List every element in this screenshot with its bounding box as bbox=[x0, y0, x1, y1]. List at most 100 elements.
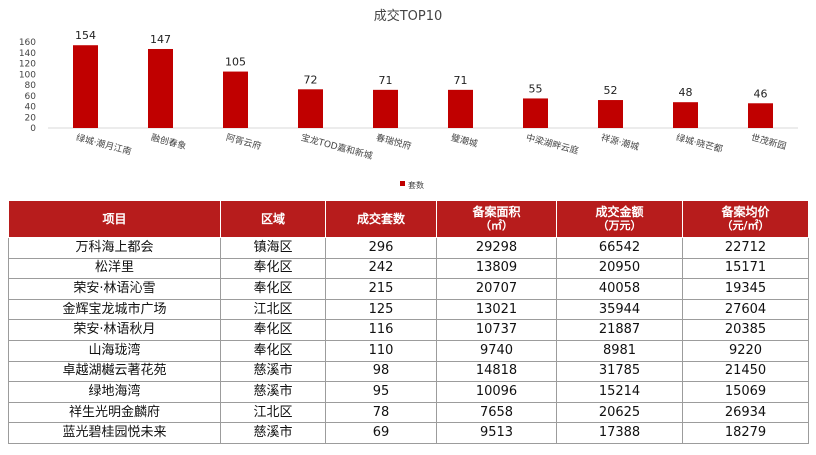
data-label: 55 bbox=[529, 82, 543, 95]
table-cell: 116 bbox=[325, 319, 437, 341]
table-cell: 奉化区 bbox=[220, 257, 326, 280]
table-cell: 金辉宝龙城市广场 bbox=[8, 298, 221, 321]
x-tick-label: 融创春象 bbox=[150, 131, 188, 152]
header-cell: 备案均价 （元/㎡） bbox=[682, 200, 809, 238]
header-label: 备案面积 bbox=[472, 205, 521, 219]
x-tick-label: 阿胥云府 bbox=[225, 131, 263, 152]
bar bbox=[298, 89, 323, 128]
table-cell: 69 bbox=[325, 422, 437, 444]
table-cell: 荣安·林语沁雪 bbox=[8, 278, 221, 300]
table-cell: 荣安·林语秋月 bbox=[8, 319, 221, 341]
table-row: 祥生光明金麟府 江北区 78 7658 20625 26934 bbox=[8, 401, 809, 424]
table-cell: 110 bbox=[325, 339, 437, 362]
table-cell: 29298 bbox=[436, 237, 557, 259]
table-cell: 镇海区 bbox=[220, 237, 326, 259]
header-cell: 项目 bbox=[8, 200, 221, 238]
data-table: 项目 区域 成交套数 备案面积 （㎡） 成交金额 （万元） 备案均价 （元/㎡） 万科… bbox=[8, 200, 809, 444]
table-cell: 13809 bbox=[436, 257, 557, 280]
table-cell: 14818 bbox=[436, 360, 557, 383]
table-cell: 卓越湖樾云著花苑 bbox=[8, 360, 221, 383]
table-cell: 18279 bbox=[682, 422, 809, 444]
table-cell: 15171 bbox=[682, 257, 809, 280]
header-cell: 成交金额 （万元） bbox=[556, 200, 683, 238]
table-cell: 20707 bbox=[436, 278, 557, 300]
top10-table: 项目 区域 成交套数 备案面积 （㎡） 成交金额 （万元） 备案均价 （元/㎡） 万科… bbox=[8, 200, 809, 452]
header-label: 成交金额 bbox=[595, 205, 644, 219]
legend-swatch bbox=[400, 181, 405, 186]
table-cell: 奉化区 bbox=[220, 278, 326, 300]
data-label: 52 bbox=[604, 84, 618, 97]
table-cell: 松洋里 bbox=[8, 257, 221, 280]
table-cell: 山海珑湾 bbox=[8, 339, 221, 362]
bars bbox=[73, 45, 773, 128]
table-cell: 125 bbox=[325, 298, 437, 321]
table-cell: 26934 bbox=[682, 401, 809, 424]
legend: 套数 bbox=[400, 180, 424, 190]
table-cell: 242 bbox=[325, 257, 437, 280]
table-cell: 21450 bbox=[682, 360, 809, 383]
table-row: 卓越湖樾云著花苑 慈溪市 98 14818 31785 21450 bbox=[8, 360, 809, 383]
y-tick-label: 0 bbox=[30, 124, 36, 134]
bar bbox=[148, 48, 173, 128]
table-cell: 20625 bbox=[556, 401, 683, 424]
bar bbox=[223, 71, 248, 128]
table-cell: 慈溪市 bbox=[220, 381, 326, 403]
y-tick-label: 120 bbox=[19, 60, 36, 70]
table-cell: 8981 bbox=[556, 339, 683, 362]
table-cell: 27604 bbox=[682, 298, 809, 321]
y-tick-label: 160 bbox=[19, 38, 36, 48]
table-row: 绿地海湾 慈溪市 95 10096 15214 15069 bbox=[8, 381, 809, 403]
x-tick-label: 中梁湖畔云庭 bbox=[525, 131, 580, 157]
header-cell: 区域 bbox=[220, 200, 326, 238]
table-cell: 江北区 bbox=[220, 401, 326, 424]
table-row: 山海珑湾 奉化区 110 9740 8981 9220 bbox=[8, 339, 809, 362]
table-cell: 奉化区 bbox=[220, 319, 326, 341]
table-cell: 40058 bbox=[556, 278, 683, 300]
table-cell: 31785 bbox=[556, 360, 683, 383]
table-cell: 13021 bbox=[436, 298, 557, 321]
table-cell: 78 bbox=[325, 401, 437, 424]
x-tick-label: 绿城·晓芒都 bbox=[675, 131, 724, 155]
bar bbox=[448, 89, 473, 128]
bar bbox=[523, 98, 548, 128]
bar bbox=[373, 89, 398, 128]
table-cell: 慈溪市 bbox=[220, 360, 326, 383]
table-cell: 7658 bbox=[436, 401, 557, 424]
data-label: 147 bbox=[150, 33, 171, 46]
legend-label: 套数 bbox=[408, 180, 424, 190]
header-label: 成交套数 bbox=[356, 212, 405, 226]
header-row: 项目 区域 成交套数 备案面积 （㎡） 成交金额 （万元） 备案均价 （元/㎡） bbox=[8, 200, 809, 238]
data-label: 71 bbox=[379, 74, 393, 87]
table-cell: 10737 bbox=[436, 319, 557, 341]
table-row: 荣安·林语沁雪 奉化区 215 20707 40058 19345 bbox=[8, 278, 809, 300]
table-cell: 祥生光明金麟府 bbox=[8, 401, 221, 424]
table-cell: 296 bbox=[325, 237, 437, 259]
table-cell: 17388 bbox=[556, 422, 683, 444]
table-cell: 21887 bbox=[556, 319, 683, 341]
table-cell: 9220 bbox=[682, 339, 809, 362]
table-row: 金辉宝龙城市广场 江北区 125 13021 35944 27604 bbox=[8, 298, 809, 321]
y-tick-label: 80 bbox=[25, 81, 37, 91]
header-unit: （万元） bbox=[597, 219, 642, 232]
table-cell: 20385 bbox=[682, 319, 809, 341]
table-cell: 215 bbox=[325, 278, 437, 300]
header-label: 项目 bbox=[102, 212, 127, 226]
x-tick-label: 世茂新园 bbox=[750, 131, 788, 152]
table-cell: 19345 bbox=[682, 278, 809, 300]
table-cell: 20950 bbox=[556, 257, 683, 280]
x-tick-label: 璧潮城 bbox=[450, 131, 479, 150]
table-row: 蓝光碧桂园悦未来 慈溪市 69 9513 17388 18279 bbox=[8, 422, 809, 444]
table-cell: 22712 bbox=[682, 237, 809, 259]
data-label: 72 bbox=[304, 73, 318, 86]
table-cell: 15069 bbox=[682, 381, 809, 403]
table-cell: 35944 bbox=[556, 298, 683, 321]
table-cell: 蓝光碧桂园悦未来 bbox=[8, 422, 221, 444]
table-cell: 江北区 bbox=[220, 298, 326, 321]
table-cell: 绿地海湾 bbox=[8, 381, 221, 403]
header-unit: （元/㎡） bbox=[721, 219, 770, 232]
bar bbox=[673, 102, 698, 128]
table-cell: 慈溪市 bbox=[220, 422, 326, 444]
y-tick-label: 140 bbox=[19, 49, 36, 59]
data-label: 154 bbox=[75, 29, 96, 42]
